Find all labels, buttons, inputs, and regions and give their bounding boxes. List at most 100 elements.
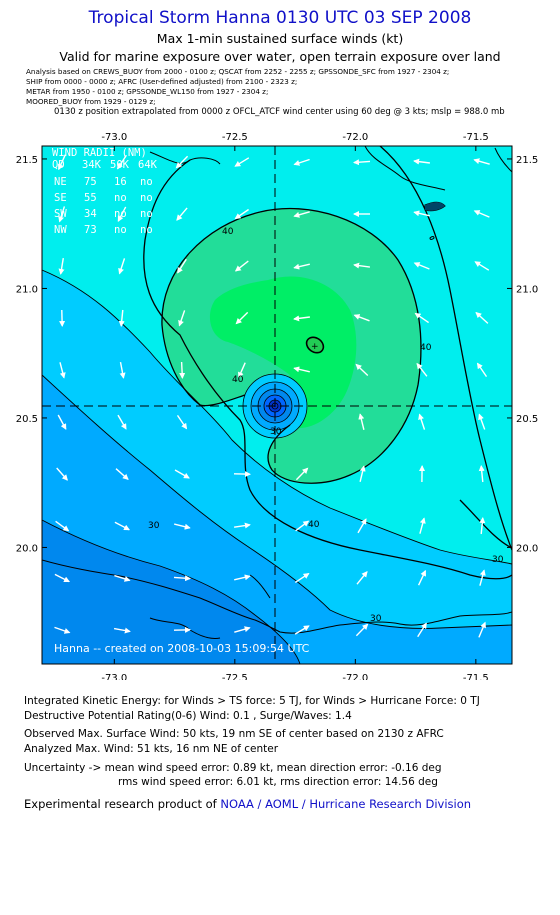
y-tick-label: 20.5 [516,414,538,425]
y-tick-label: 21.5 [516,155,538,166]
wind-arrow [233,522,251,529]
wind-arrow [416,362,428,377]
y-tick-label: 20.0 [16,543,38,554]
analysis-line-4: MOORED_BUOY from 1929 - 0129 z; [26,97,156,106]
wind-arrow [417,569,427,586]
radii-se-quadrant: SE [54,192,67,204]
wind-arrow [117,206,127,222]
wind-arrow [473,158,490,165]
wind-arrow [357,518,367,534]
wind-arrow [235,311,249,325]
wind-arrows [54,154,490,638]
wind-arrow [294,573,310,583]
wind-arrow [176,415,188,430]
x-tick-label: -72.5 [222,673,248,680]
radii-sw-50k: no [114,208,127,220]
radii-ne-34k: 75 [84,176,97,188]
wind-arrow [413,210,430,217]
wind-arrow [59,362,66,379]
wind-arrow [476,362,488,377]
wind-radii-col-34k: 34K [82,159,102,171]
radii-sw-quadrant: SW [54,208,67,220]
wind-arrow [358,413,365,430]
contour-label: 40 [232,375,244,385]
wind-arrow [417,622,427,638]
radii-ne-quadrant: NE [54,176,67,188]
contour-label: 40 [222,227,234,237]
wind-arrow [234,260,249,272]
wind-arrow [414,312,430,324]
extrapolation-note: 0130 z position extrapolated from 0000 z… [54,107,505,117]
wind-arrow [293,263,310,270]
contour-label: 40 [308,520,320,530]
wind-arrow [58,154,66,171]
wind-arrow [54,573,70,583]
wind-arrow [413,262,430,270]
x-tick-label: -73.0 [101,132,127,143]
subtitle-wind-type: Max 1-min sustained surface winds (kt) [156,31,404,46]
dpr-text: Destructive Potential Rating(0-6) Wind: … [24,710,352,722]
wind-arrow [293,211,310,218]
credit-prefix: Experimental research product of [24,797,221,811]
ike-text: Integrated Kinetic Energy: for Winds > T… [24,695,480,707]
wind-arrow [353,314,370,322]
x-tick-label: -71.5 [463,132,489,143]
x-tick-label: -72.0 [342,132,368,143]
wind-arrow [174,523,191,530]
analysis-line-2: SHIP from 0000 - 0000 z; AFRC (User-defi… [26,77,298,86]
center-crosshair [42,146,512,664]
wind-arrow [353,159,371,166]
wind-arrow [294,625,310,635]
x-tick-label: -73.0 [101,673,127,680]
wind-arrow [359,465,366,482]
wind-arrow [418,413,426,430]
x-tick-label: -72.5 [222,132,248,143]
wind-arrow [58,257,65,275]
island-shape [425,202,445,211]
subtitle-validity: Valid for marine exposure over water, op… [59,49,501,64]
wind-arrow [57,414,67,430]
radii-nw-34k: 73 [84,224,97,236]
wind-arrow [473,210,490,218]
wind-arrow [114,521,130,531]
wind-radii-col-50k: 50K [110,159,130,171]
contour-label: 40 [420,343,432,353]
contour-label: 30 [370,614,382,624]
radii-se-34k: 55 [84,192,97,204]
x-tick-label: -72.0 [342,673,368,680]
wind-arrow [353,262,370,269]
wind-arrow [479,517,486,535]
wind-arrow [234,208,249,220]
radii-ne-50k: 16 [114,176,127,188]
y-tick-label: 21.5 [16,155,38,166]
observed-max-text: Observed Max. Surface Wind: 50 kts, 19 n… [24,728,444,740]
y-tick-label: 20.0 [516,543,538,554]
wind-radii-title: WIND RADII (NM) [52,147,147,159]
wind-map: + [16,132,539,680]
wind-arrow [119,361,126,379]
contour-label: 30 [270,427,282,437]
x-tick-label: -71.5 [463,673,489,680]
wind-arrow [419,517,426,534]
wind-arrow [293,315,310,322]
wind-arrow [474,261,490,271]
max-wind-contour [305,336,325,354]
analysis-line-3: METAR from 1950 - 0100 z; GPSSONDE_WL150… [26,87,269,96]
wind-arrow [54,626,71,634]
radii-nw-50k: no [114,224,127,236]
wind-arrow [234,157,250,167]
radii-se-50k: no [114,192,127,204]
wind-arrow [234,626,251,633]
hrd-link[interactable]: NOAA / AOML / Hurricane Research Divisio… [220,797,472,811]
map-frame [41,145,513,665]
wind-arrow [115,468,129,480]
radii-sw-34k: 34 [84,208,97,220]
wind-arrow [177,258,187,274]
wind-arrow [413,158,430,165]
wind-arrow [58,206,66,223]
contour-label: 30 [148,521,160,531]
wind-arrow [114,574,131,582]
wind-arrow [55,520,70,532]
wind-radii-col-64k: 64K [138,159,158,171]
y-tick-label: 21.0 [516,284,538,295]
